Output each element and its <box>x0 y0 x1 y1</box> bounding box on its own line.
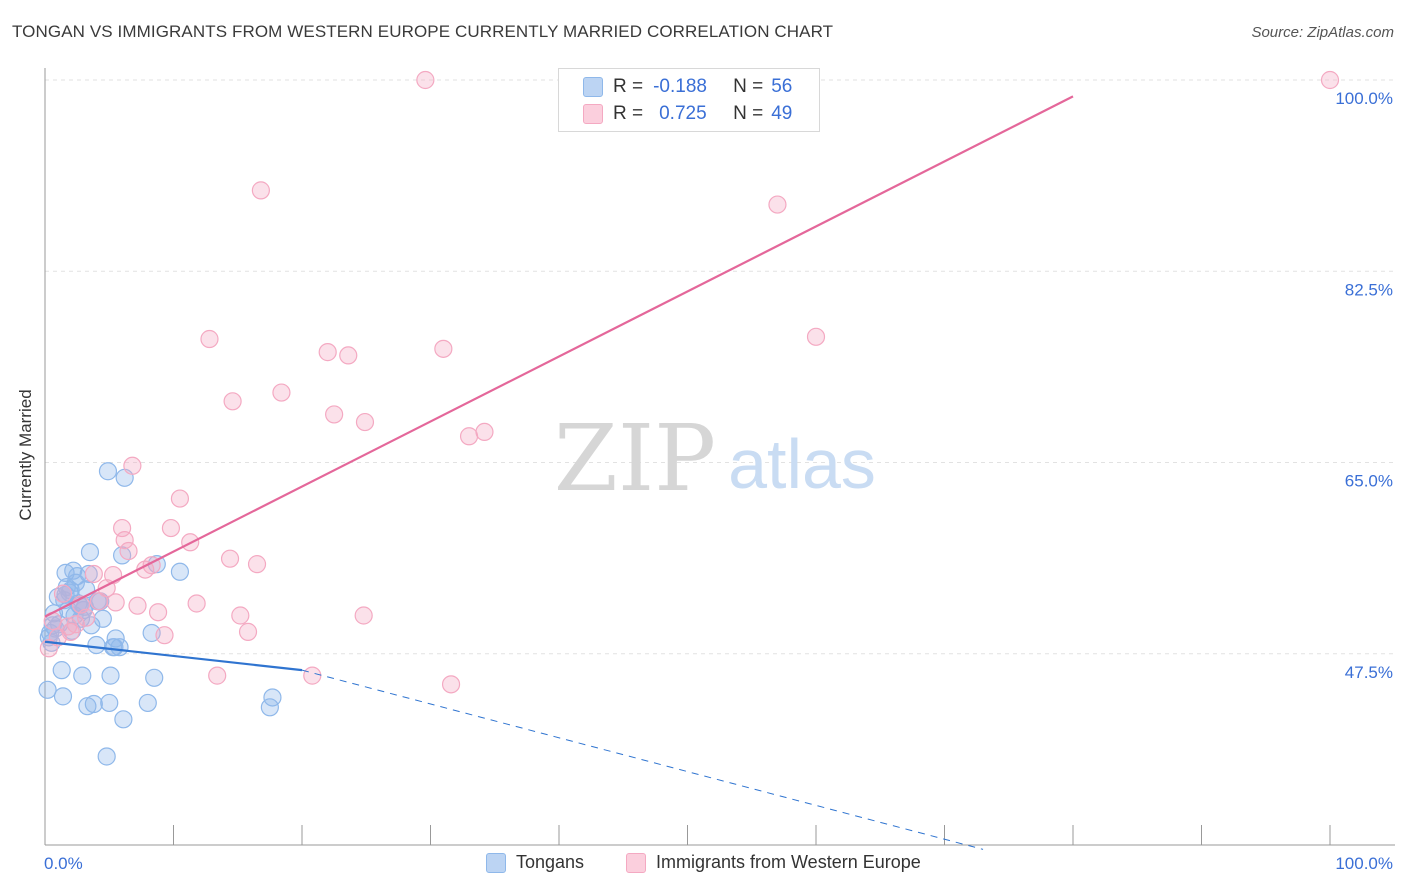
immigrants-point <box>354 606 373 625</box>
immigrants-point <box>106 593 125 612</box>
immigrants-point <box>416 70 435 90</box>
tongans-point <box>97 747 116 766</box>
tongans-swatch <box>583 77 603 97</box>
tongans-point <box>138 693 157 713</box>
immigrants-point <box>325 405 344 424</box>
immigrants-point <box>66 615 85 634</box>
n-value: 49 <box>771 103 793 124</box>
immigrants-point <box>231 606 250 625</box>
tongans-point <box>53 687 73 706</box>
tongans-point <box>38 680 57 699</box>
tick-labels: 47.5% 65.0% 82.5% 100.0% 0.0% 100.0% <box>44 89 1393 873</box>
legend-label-immigrants: Immigrants from Western Europe <box>656 852 921 872</box>
stats-legend: R = -0.188 N = 56 R = 0.725 N = 49 <box>558 68 820 132</box>
immigrants-point <box>148 603 168 622</box>
immigrants-point <box>1320 70 1340 90</box>
n-value: 56 <box>771 76 793 97</box>
watermark-atlas: atlas <box>728 425 876 503</box>
legend-label-tongans: Tongans <box>516 852 585 872</box>
immigrants-point <box>806 327 826 346</box>
immigrants-point <box>272 383 291 402</box>
immigrants-point <box>200 329 219 349</box>
immigrants-point <box>220 549 240 568</box>
immigrants-point <box>115 530 134 550</box>
r-value: 0.725 <box>659 103 707 124</box>
n-label: N = <box>733 76 764 97</box>
y-tick-label: 47.5% <box>1345 663 1393 682</box>
tongans-trend-line <box>44 640 303 672</box>
tongans-point <box>100 693 119 713</box>
tongans-trend-extension <box>301 669 984 850</box>
axes <box>44 68 1395 846</box>
immigrants-point <box>119 541 138 561</box>
tongans-point <box>101 666 120 685</box>
tongans-point <box>263 688 282 707</box>
tongans-point <box>93 609 112 628</box>
immigrants-point <box>77 608 96 627</box>
tongans-legend-swatch <box>486 852 506 873</box>
immigrants-point <box>247 555 267 574</box>
tongans-point <box>106 629 125 648</box>
chart-title: TONGAN VS IMMIGRANTS FROM WESTERN EUROPE… <box>12 22 834 41</box>
immigrants-point <box>441 675 461 694</box>
immigrants-point <box>768 195 787 214</box>
immigrants-point <box>123 456 142 475</box>
tongans-point <box>98 462 118 481</box>
y-tick-label: 100.0% <box>1335 89 1393 108</box>
tongans-point <box>110 638 129 657</box>
watermark-zip: ZIP <box>554 405 716 512</box>
trend-lines <box>44 95 1074 850</box>
immigrants-point <box>161 518 181 538</box>
tongans-point <box>79 564 98 584</box>
tongans-point <box>66 573 85 592</box>
immigrants-point <box>475 422 494 441</box>
immigrants-point <box>459 427 479 446</box>
tongans-point <box>84 694 103 714</box>
immigrants-legend-swatch <box>626 852 646 873</box>
data-points <box>38 70 1340 766</box>
immigrants-point <box>187 594 206 613</box>
immigrants-trend-line <box>44 95 1074 618</box>
legend-item-tongans: Tongans <box>486 852 584 873</box>
r-label: R = <box>613 76 644 97</box>
tongans-point <box>145 668 164 687</box>
immigrants-point <box>339 346 358 365</box>
x-tick-label-start: 0.0% <box>44 854 83 873</box>
immigrants-point <box>434 339 453 358</box>
legend-item-immigrants: Immigrants from Western Europe <box>626 852 921 873</box>
immigrants-point <box>170 489 190 508</box>
tongans-point <box>80 543 100 562</box>
immigrants-point <box>318 343 337 362</box>
tongans-point <box>114 710 133 729</box>
tongans-point <box>87 635 106 655</box>
immigrants-point <box>303 666 322 685</box>
r-label: R = <box>613 103 644 124</box>
n-label: N = <box>733 103 764 124</box>
immigrants-point <box>84 564 103 584</box>
source-label: Source: ZipAtlas.com <box>1251 24 1394 41</box>
immigrants-point <box>155 626 174 645</box>
immigrants-point <box>355 412 375 432</box>
y-tick-label: 82.5% <box>1345 280 1393 299</box>
immigrants-swatch <box>583 104 603 124</box>
immigrants-point <box>53 584 73 603</box>
immigrants-point <box>208 666 227 685</box>
tongans-point <box>170 562 190 581</box>
x-tick-label-end: 100.0% <box>1335 854 1393 873</box>
stats-row-tongans: R = -0.188 N = 56 <box>583 74 792 100</box>
immigrants-point <box>223 392 242 411</box>
immigrants-point <box>238 622 258 641</box>
y-tick-label: 65.0% <box>1345 472 1393 491</box>
stats-row-immigrants: R = 0.725 N = 49 <box>583 101 792 127</box>
tongans-point <box>73 666 92 685</box>
grid-lines <box>45 79 1395 655</box>
immigrants-point <box>128 596 147 615</box>
tongans-point <box>52 661 71 680</box>
r-value: -0.188 <box>653 76 707 97</box>
immigrants-point <box>251 181 270 200</box>
